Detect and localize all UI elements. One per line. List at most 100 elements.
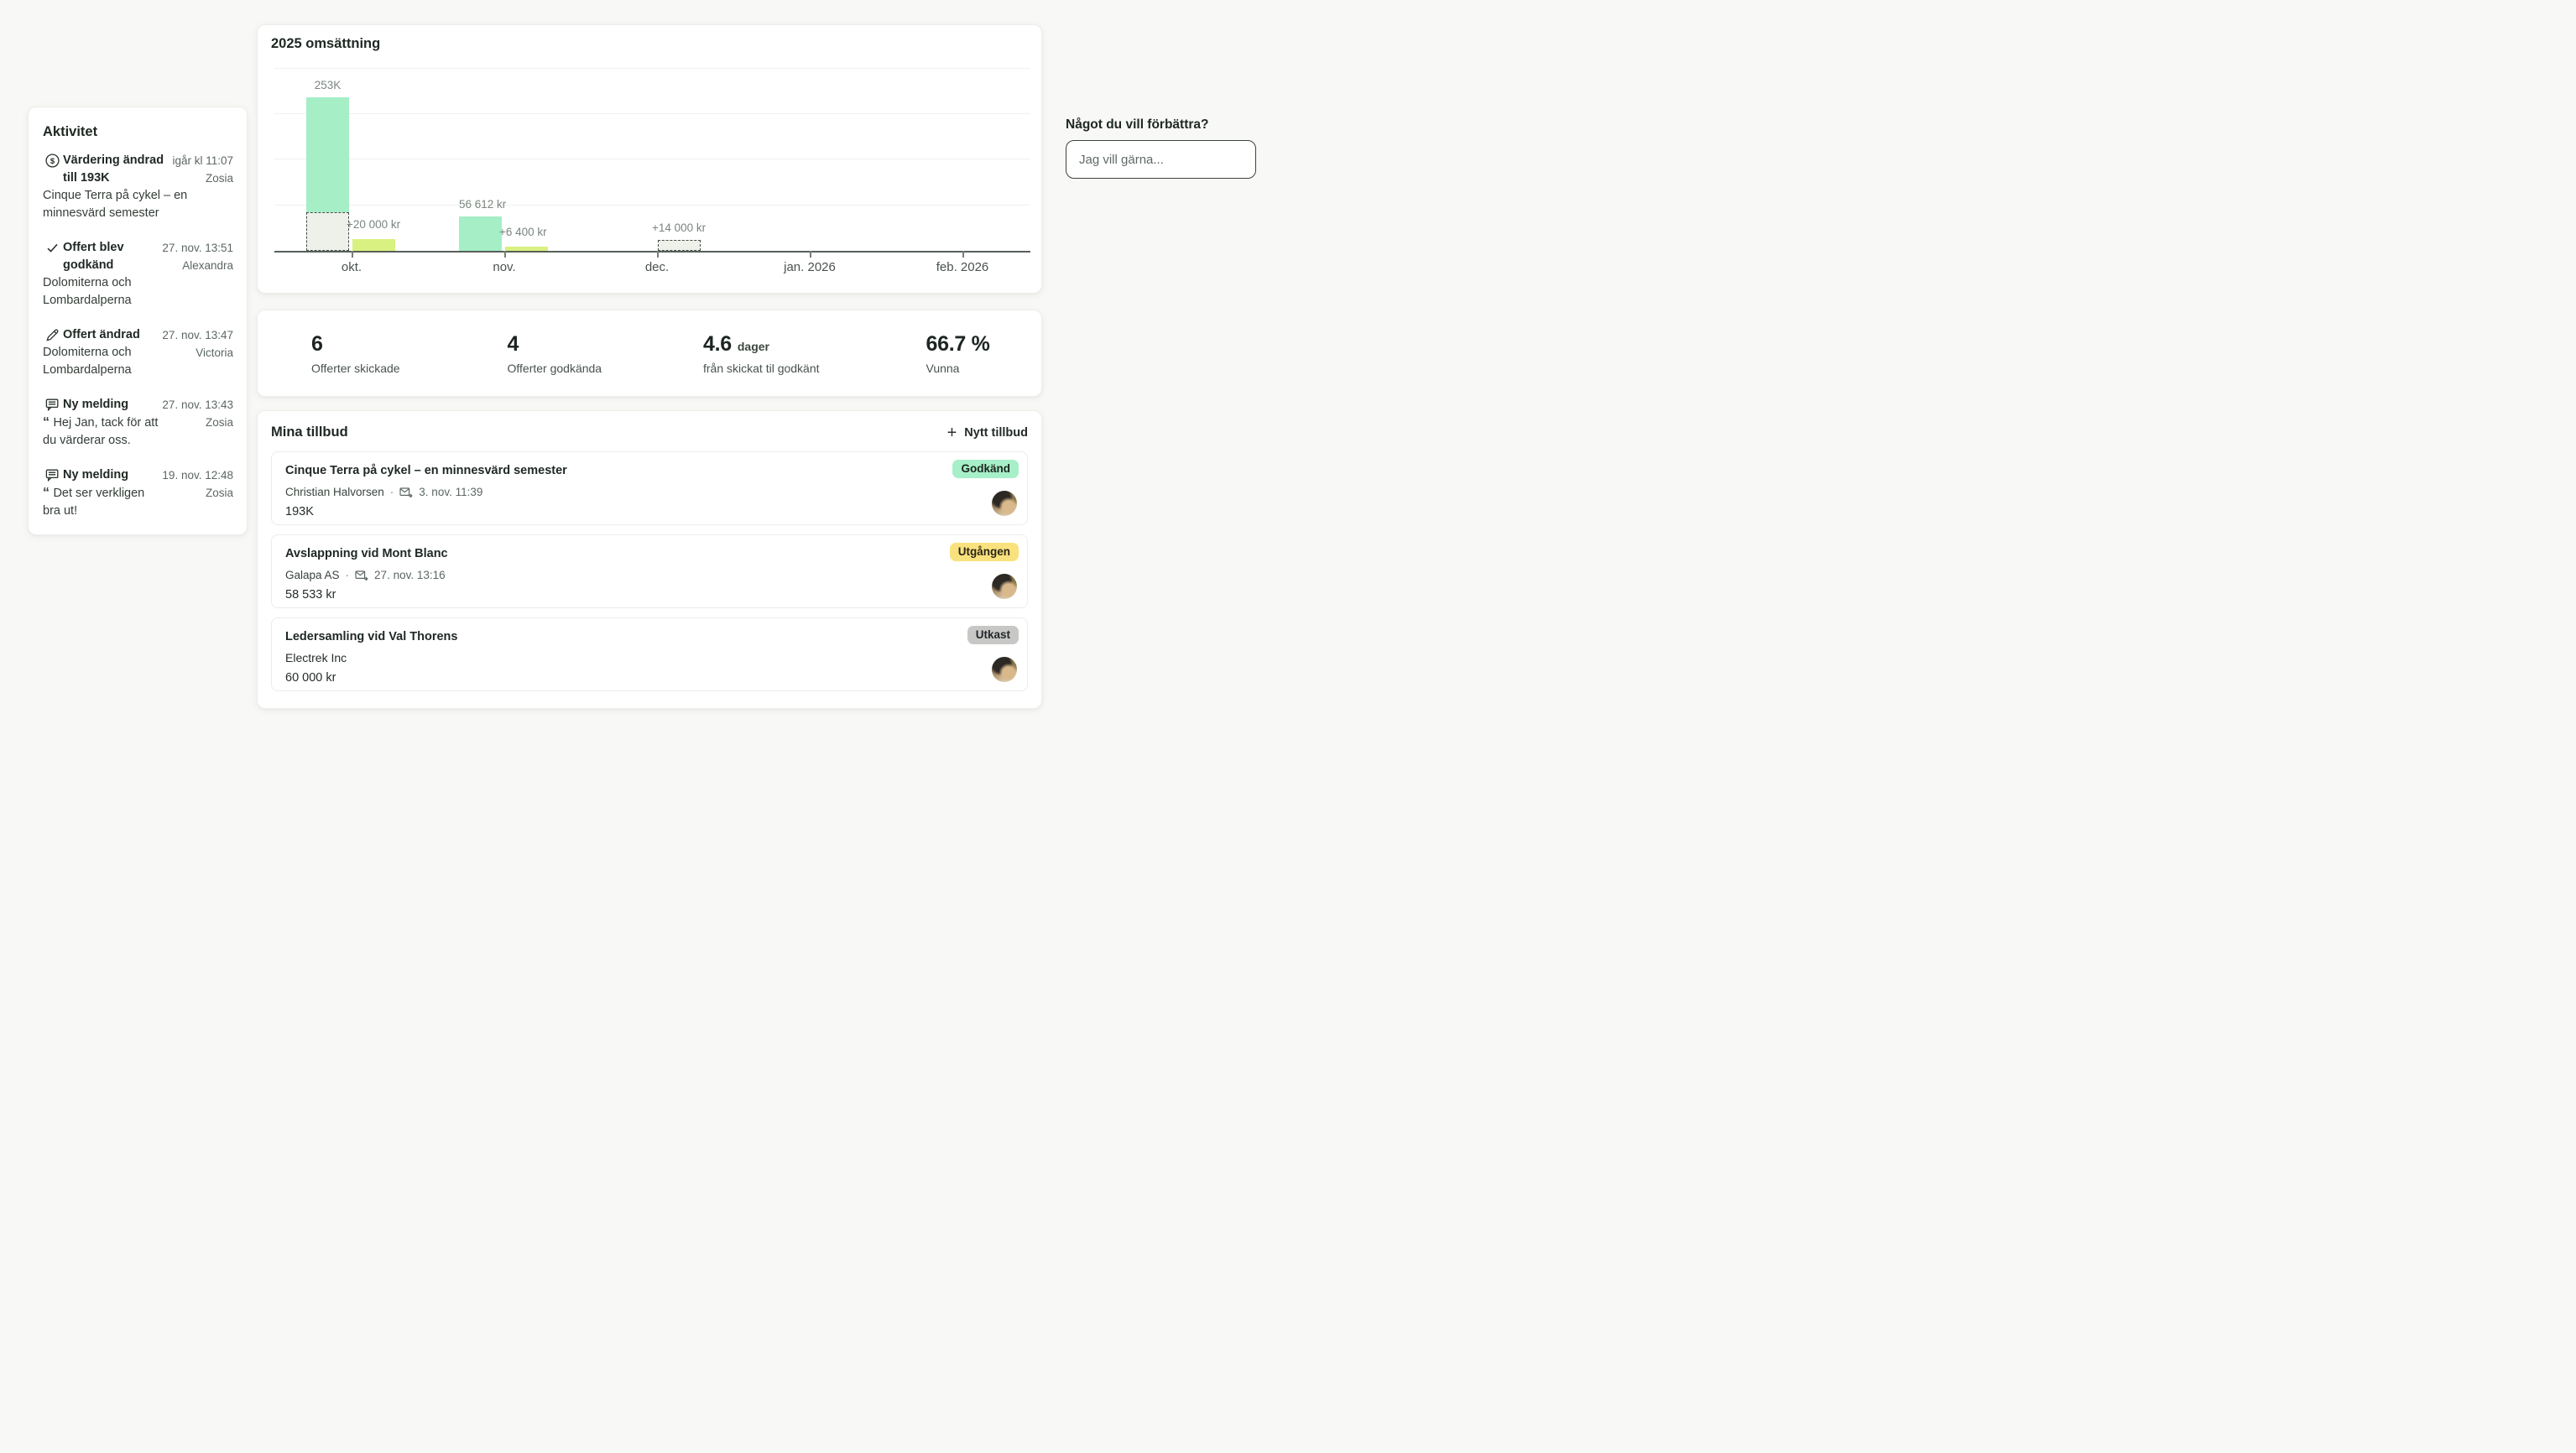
stat-value: 6 <box>311 331 323 356</box>
activity-entry[interactable]: $ Värdering ändrad till 193K Cinque Terra p… <box>43 152 233 222</box>
axis-tick <box>657 251 659 258</box>
activity-entry-content: Offert ändrad Dolomiterna och Lombardalper… <box>43 326 156 379</box>
entry-time: 19. nov. 12:48 <box>162 469 233 482</box>
entry-meta: 27. nov. 13:47 Victoria <box>156 326 233 379</box>
feedback-block: Något du vill förbättra? <box>1066 117 1259 179</box>
stat: 66.7 % Vunna <box>846 332 1042 375</box>
offer-contact: Christian Halvorsen <box>285 486 384 498</box>
offer-list: Cinque Terra på cykel – en minnesvärd se… <box>271 451 1028 691</box>
activity-entry-content: Ny melding “ Det ser verkligen bra ut! <box>43 466 156 520</box>
activity-list: $ Värdering ändrad till 193K Cinque Terra p… <box>43 152 233 520</box>
avatar <box>992 574 1017 599</box>
entry-description-line: “ Hej Jan, tack för att <box>43 415 159 430</box>
draft-overlay-box <box>305 211 349 251</box>
dot-separator: · <box>345 569 350 581</box>
mail-sent-icon <box>399 487 414 497</box>
entry-description-line: bra ut! <box>43 504 78 518</box>
stat-label: Offerter skickade <box>311 361 400 375</box>
entry-title-line: Ny melding <box>63 468 129 482</box>
check-icon <box>45 241 60 255</box>
month-label: dec. <box>644 260 670 274</box>
revenue-label: 253K <box>314 78 342 91</box>
stat-value: 4.6 dager <box>703 331 769 356</box>
entry-title-line: Offert blev <box>63 241 124 254</box>
entry-description-line: Lombardalperna <box>43 363 132 377</box>
mail-sent-icon <box>355 570 368 581</box>
entry-user: Alexandra <box>182 259 233 272</box>
offers-header: Mina tillbud + Nytt tillbud <box>271 423 1028 442</box>
offer-meta: Electrek Inc <box>285 651 1014 665</box>
revenue-chart-card: 2025 omsättning 253K +20 000 kr okt. 56 612… <box>257 24 1042 294</box>
entry-meta: igår kl 11:07 Zosia <box>156 152 233 222</box>
added-label: +6 400 kr <box>499 226 547 239</box>
stat: 4.6 dager från skickat til godkänt <box>649 332 846 375</box>
activity-entry[interactable]: Ny melding “ Hej Jan, tack för att du värd… <box>43 396 233 450</box>
offer-row[interactable]: Avslappning vid Mont Blanc Galapa AS · 27. … <box>271 534 1028 608</box>
entry-meta: 19. nov. 12:48 Zosia <box>156 466 233 520</box>
stat-value: 66.7 % <box>926 331 990 356</box>
entry-description-line: minnesvärd semester <box>43 206 159 220</box>
stats-card: 6 Offerter skickade 4 Offerter godkända 4.6 d… <box>257 310 1042 397</box>
stat-label: från skickat til godkänt <box>703 361 820 375</box>
pencil-icon <box>45 328 60 342</box>
revenue-label: 56 612 kr <box>459 197 507 211</box>
offer-row[interactable]: Ledersamling vid Val Thorens Electrek Inc… <box>271 617 1028 691</box>
offer-value: 193K <box>285 505 314 518</box>
entry-user: Zosia <box>205 172 233 185</box>
entry-time: 27. nov. 13:51 <box>162 242 233 254</box>
feedback-input[interactable] <box>1066 140 1256 179</box>
entry-user: Victoria <box>196 346 233 359</box>
activity-entry[interactable]: Offert ändrad Dolomiterna och Lombardalper… <box>43 326 233 379</box>
offer-meta: Galapa AS · 27. nov. 13:16 <box>285 568 1014 582</box>
dot-separator: · <box>389 486 394 498</box>
plus-icon: + <box>946 423 957 442</box>
new-offer-button[interactable]: + Nytt tillbud <box>946 423 1028 442</box>
added-label: +20 000 kr <box>347 217 401 231</box>
offer-contact: Galapa AS <box>285 569 340 581</box>
gridline <box>274 67 1030 69</box>
revenue-chart: 253K +20 000 kr okt. 56 612 kr +6 400 kr nov.… <box>274 25 1030 274</box>
offer-meta: Christian Halvorsen · 3. nov. 11:39 <box>285 485 1014 499</box>
status-badge: Utkast <box>967 626 1019 644</box>
activity-entry[interactable]: Ny melding “ Det ser verkligen bra ut! 19. … <box>43 466 233 520</box>
entry-time: igår kl 11:07 <box>172 154 233 167</box>
axis-tick <box>504 251 506 258</box>
entry-description-line: “ Det ser verkligen <box>43 486 145 500</box>
status-badge: Godkänd <box>952 460 1019 478</box>
offer-sent-date: 27. nov. 13:16 <box>374 569 446 581</box>
message-icon <box>45 398 60 412</box>
activity-entry-content: Ny melding “ Hej Jan, tack för att du värd… <box>43 396 159 450</box>
gridline <box>274 204 1030 206</box>
added-bar-okt <box>352 238 395 251</box>
entry-title-line: Offert ändrad <box>63 328 140 341</box>
axis-tick <box>962 251 964 258</box>
activity-entry[interactable]: Offert blev godkänd Dolomiterna och Lombard… <box>43 239 233 310</box>
entry-title-line: till 193K <box>63 171 110 185</box>
stat-value: 4 <box>507 331 519 356</box>
added-label: +14 000 kr <box>652 221 707 234</box>
entry-time: 27. nov. 13:47 <box>162 329 233 341</box>
feedback-title: Något du vill förbättra? <box>1066 117 1209 132</box>
offer-value: 60 000 kr <box>285 671 336 685</box>
month-label: nov. <box>493 260 516 274</box>
offer-sent-date: 3. nov. 11:39 <box>419 486 483 498</box>
quote-mark: “ <box>43 415 54 430</box>
quote-mark: “ <box>43 486 54 500</box>
offer-title: Ledersamling vid Val Thorens <box>285 630 458 643</box>
month-label: feb. 2026 <box>936 260 989 274</box>
entry-description-line: Dolomiterna och <box>43 346 132 359</box>
status-badge: Utgången <box>949 543 1019 561</box>
activity-title: Aktivitet <box>43 124 98 139</box>
gridline <box>274 112 1030 114</box>
month-label: jan. 2026 <box>784 260 836 274</box>
activity-entry-content: Offert blev godkänd Dolomiterna och Lombard… <box>43 239 156 310</box>
stat-label: Offerter godkända <box>507 361 602 375</box>
entry-meta: 27. nov. 13:51 Alexandra <box>156 239 233 310</box>
entry-description-line: Lombardalperna <box>43 294 132 307</box>
entry-title-line: godkänd <box>63 258 114 272</box>
offer-row[interactable]: Cinque Terra på cykel – en minnesvärd se… <box>271 451 1028 525</box>
entry-description-line: Cinque Terra på cykel – en <box>43 189 188 202</box>
offer-title: Cinque Terra på cykel – en minnesvärd se… <box>285 464 567 477</box>
message-icon <box>45 468 60 482</box>
chart-title: 2025 omsättning <box>271 36 381 51</box>
